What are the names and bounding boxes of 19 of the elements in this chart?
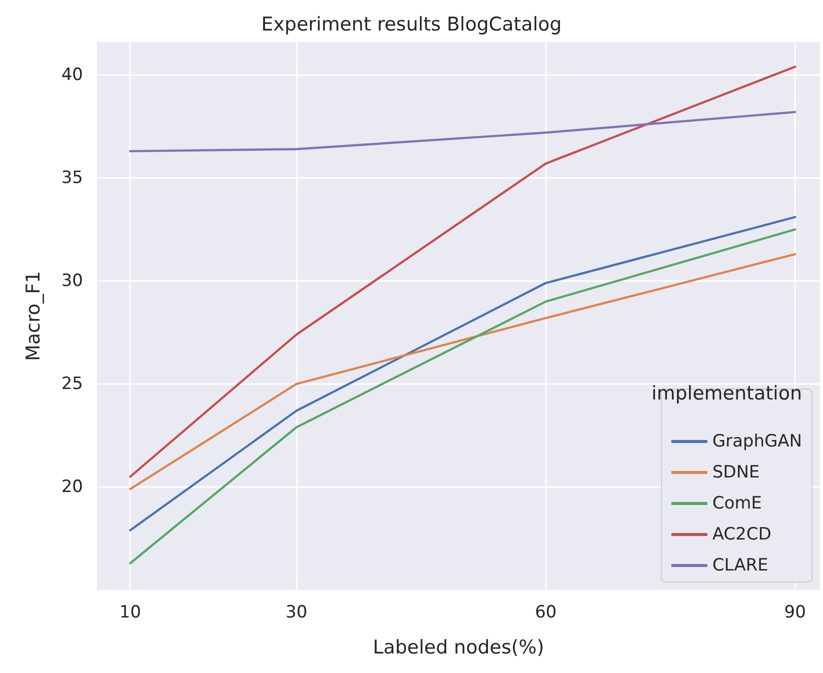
y-tick-label: 25 — [61, 374, 83, 394]
x-tick-label: 90 — [784, 602, 806, 622]
legend-title: implementation — [651, 382, 802, 404]
y-tick-label: 30 — [61, 270, 83, 291]
x-tick-label: 30 — [286, 602, 308, 622]
x-tick-label: 10 — [119, 602, 142, 622]
legend-label: SDNE — [712, 462, 760, 482]
y-axis-title: Macro_F1 — [22, 270, 44, 362]
x-tick-label: 60 — [534, 602, 557, 622]
chart-title: Experiment results BlogCatalog — [261, 14, 562, 36]
legend-label: CLARE — [712, 556, 768, 576]
legend-label: ComE — [712, 494, 762, 514]
legend-label: GraphGAN — [712, 432, 802, 452]
y-tick-label: 20 — [61, 476, 83, 497]
legend-label: AC2CD — [712, 524, 772, 544]
line-series — [129, 110, 796, 152]
x-axis-title: Labeled nodes(%) — [372, 636, 544, 658]
y-tick-label: 40 — [61, 64, 83, 85]
y-tick-label: 35 — [61, 168, 83, 188]
